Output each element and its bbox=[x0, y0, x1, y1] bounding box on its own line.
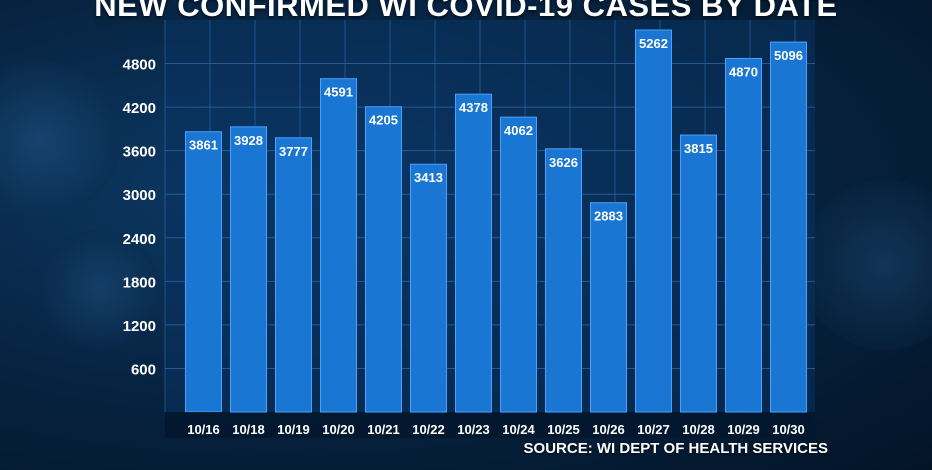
x-tick-label: 10/20 bbox=[322, 422, 355, 437]
bar bbox=[725, 57, 762, 413]
bar bbox=[275, 137, 312, 413]
y-tick-label: 600 bbox=[131, 361, 156, 378]
x-tick-label: 10/23 bbox=[457, 422, 490, 437]
bar bbox=[365, 106, 402, 413]
data-label: 2883 bbox=[594, 209, 623, 224]
bar bbox=[230, 126, 267, 413]
x-tick-label: 10/26 bbox=[592, 422, 625, 437]
bar bbox=[455, 93, 492, 413]
y-tick-label: 3600 bbox=[123, 144, 156, 161]
x-tick-label: 10/29 bbox=[727, 422, 760, 437]
bar bbox=[635, 29, 672, 413]
data-label: 3413 bbox=[414, 170, 443, 185]
x-tick-label: 10/24 bbox=[502, 422, 535, 437]
y-tick-label: 2400 bbox=[123, 231, 156, 248]
x-axis-band bbox=[165, 412, 815, 438]
y-tick-label: 4200 bbox=[123, 100, 156, 117]
bar bbox=[410, 163, 447, 413]
x-tick-label: 10/27 bbox=[637, 422, 670, 437]
x-tick-label: 10/25 bbox=[547, 422, 580, 437]
data-label: 4870 bbox=[729, 64, 758, 79]
bar bbox=[185, 131, 222, 413]
x-tick-label: 10/28 bbox=[682, 422, 715, 437]
data-label: 3777 bbox=[279, 144, 308, 159]
data-label: 4591 bbox=[324, 85, 353, 100]
bar bbox=[500, 116, 537, 413]
data-label: 3815 bbox=[684, 141, 713, 156]
bar bbox=[320, 78, 357, 413]
x-tick-label: 10/19 bbox=[277, 422, 310, 437]
data-label: 4205 bbox=[369, 113, 398, 128]
bar bbox=[680, 134, 717, 413]
y-tick-label: 3000 bbox=[123, 187, 156, 204]
bar bbox=[590, 202, 627, 413]
x-tick-label: 10/21 bbox=[367, 422, 400, 437]
data-label: 3626 bbox=[549, 155, 578, 170]
data-label: 4062 bbox=[504, 123, 533, 138]
bar bbox=[545, 148, 582, 413]
background-virus-decoration bbox=[40, 230, 160, 350]
y-tick-label: 1800 bbox=[123, 274, 156, 291]
chart-title: NEW CONFIRMED WI COVID-19 CASES BY DATE bbox=[94, 0, 838, 23]
data-label: 4378 bbox=[459, 100, 488, 115]
data-label: 3928 bbox=[234, 133, 263, 148]
y-tick-label: 4800 bbox=[123, 57, 156, 74]
data-label: 5096 bbox=[774, 48, 803, 63]
x-tick-label: 10/16 bbox=[187, 422, 220, 437]
x-tick-label: 10/30 bbox=[772, 422, 805, 437]
data-label: 3861 bbox=[189, 138, 218, 153]
y-tick-label: 1200 bbox=[123, 318, 156, 335]
data-label: 5262 bbox=[639, 36, 668, 51]
x-tick-label: 10/18 bbox=[232, 422, 265, 437]
x-tick-label: 10/22 bbox=[412, 422, 445, 437]
background-virus-decoration bbox=[800, 180, 932, 350]
bar bbox=[770, 41, 807, 413]
source-note: SOURCE: WI DEPT OF HEALTH SERVICES bbox=[523, 440, 828, 457]
